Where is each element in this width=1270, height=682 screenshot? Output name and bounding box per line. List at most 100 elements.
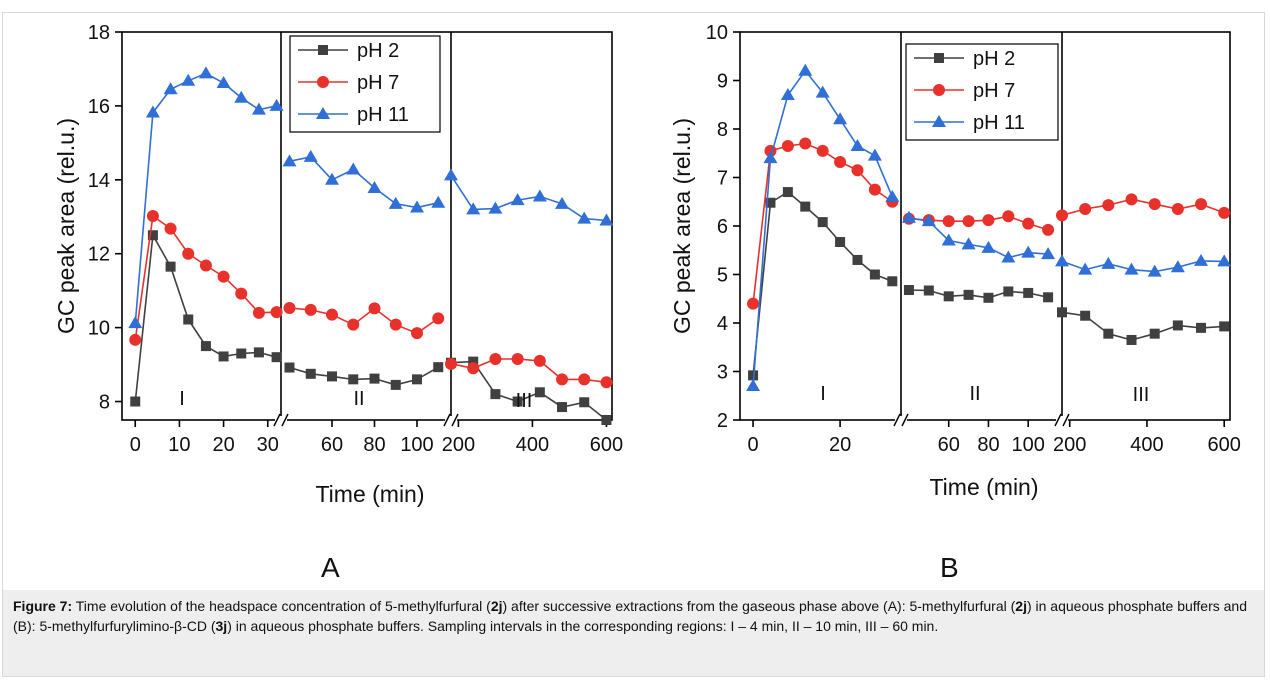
panel-a-x-tick-label: 30 [257,434,279,456]
panel-b-series-ph2-point [983,292,994,303]
panel-a-series-ph7-point [578,373,591,386]
panel-a-series-ph2-point [183,314,194,325]
panel-b-series-ph11-point [850,138,865,151]
panel-a-series-ph2-point [490,389,501,400]
panel-b-series-ph11-point [1170,260,1185,273]
panel-a-series-ph2-point [253,347,264,358]
panel-b-series-ph11-point [780,88,795,101]
panel-b-series-ph7-point [799,137,812,150]
panel-b-legend-label-ph7: pH 7 [973,80,1015,102]
panel-a-series-ph2-point [327,371,337,382]
panel-b-legend-item-ph7: pH 7 [914,80,1015,102]
panel-a-series-ph11-point [444,168,458,181]
panel-b-series-ph11-point [981,240,996,253]
panel-a-series-ph11-point [269,98,284,111]
panel-a-series-ph2-point [271,352,282,363]
panel-a-series-ph2-point [200,341,211,352]
panel-a-series-ph7-point [235,287,248,300]
panel-a-series-ph7-point [489,353,502,366]
panel-b-region-label-ii: II [969,383,980,405]
panel-b-series-ph2-point [852,254,863,265]
caption-compound-2: 2j [1015,598,1027,614]
panel-b-series-ph11-point [901,210,916,223]
panel-a-series-ph2-point [165,261,176,272]
panel-b-series-ph7-point [1022,217,1035,230]
panel-a-y-tick-label: 16 [88,96,110,118]
panel-b-y-tick-label: 5 [717,265,728,287]
panel-b-region-label-i: I [820,383,826,405]
panel-b-region-label-iii: III [1133,384,1150,406]
panel-b-series-ph7-point [1125,193,1138,206]
panel-a-series-ph11-point [251,102,266,115]
panel-b-series-ph7-point [1042,223,1055,236]
panel-a-series-ph7-point [600,376,613,389]
panel-b-series-ph11-point [746,379,761,392]
panel-a-series-ph7-point [304,303,317,316]
panel-a-series-ph7-point [182,247,195,260]
panel-b-series-ph2-point [1126,334,1137,345]
panel-a-series-ph2-point [236,348,247,359]
panel-a-y-tick-label: 14 [88,170,110,192]
panel-a-series-ph2-point [218,351,229,362]
panel-b-series-ph2-point [817,217,828,228]
figure-frame [2,12,1265,677]
panel-b-series-ph11-point [1001,250,1016,263]
panel-b-series-ph7-point [868,183,881,196]
panel-b-series-ph2-point [782,187,793,198]
panel-b-series-ph11-point [941,233,956,246]
panel-a-series-ph11-point [325,172,339,185]
panel-a-series-ph7-point [389,318,402,331]
panel-a-series-ph11-point [367,180,382,193]
panel-b-y-tick-label: 6 [717,216,728,238]
panel-b-letter: B [940,552,959,583]
panel-a-series-ph2-point [348,374,359,385]
panel-b-series-ph11-point [1101,256,1116,269]
panel-a-legend-label-ph11: pH 11 [357,104,409,126]
panel-a-series-ph7-point [533,354,546,367]
panel-b-series-ph7-point [851,164,864,177]
panel-b-series-ph11-point [763,151,778,164]
caption-compound-1: 2j [490,598,503,614]
panel-a-series-ph7-point [146,210,159,223]
panel-a-series-ph2-point [512,396,523,407]
panel-b-series-ph11-point [1041,247,1056,260]
panel-b-series-ph7-point [1102,199,1115,212]
panel-a-series-ph2-point [284,362,295,373]
panel-a-series-ph11-point [532,189,547,202]
panel-a-series-ph11-line-region-ii [289,156,439,209]
panel-a-letter: A [321,552,340,583]
panel-b-series-ph11-point [1078,262,1093,275]
panel-a-legend-box [289,35,441,133]
panel-b-x-tick-label: 600 [1208,434,1241,456]
panel-b-series-ph11-point [833,112,848,125]
figure-caption: Figure 7: Time evolution of the headspac… [3,590,1264,676]
panel-a-series-ph11-point [510,193,525,206]
panel-b-axis-break-1 [893,413,909,427]
panel-b-legend-label-ph11: pH 11 [973,112,1025,134]
panel-a-series-ph11-point [234,90,249,103]
panel-b-legend-item-ph2: pH 2 [914,48,1015,70]
panel-b-x-tick-label: 200 [1053,434,1086,456]
panel-b-x-tick-label: 100 [1012,434,1045,456]
panel-a-x-tick-label: 20 [212,434,234,456]
panel-b-series-ph11-point [1055,254,1069,267]
panel-a-y-tick-label: 12 [88,244,110,266]
panel-b-series-ph7-point [1148,198,1161,211]
panel-b-series-ph2-point [1196,322,1207,333]
panel-a-series-ph7-point [283,302,296,315]
panel-b-legend-item-ph11: pH 11 [914,112,1025,134]
panel-b-series-ph11-point [1194,253,1209,266]
panel-a-series-ph11-point [128,316,143,329]
panel-b-series-ph2-point [963,289,974,300]
panel-a-series-ph7-point [217,270,230,283]
panel-b-series-ph2-point [943,291,954,302]
panel-b-series-ph7-point [962,215,975,228]
panel-b-series-ph11-line-region-i [752,69,894,387]
panel-b-series-ph2-point [1043,292,1054,303]
panel-a-series-ph11-point [599,213,614,226]
panel-b-y-tick-label: 10 [706,22,728,44]
panel-b-series-ph7-point [1171,203,1184,216]
panel-b-series-ph7-point [982,214,995,227]
